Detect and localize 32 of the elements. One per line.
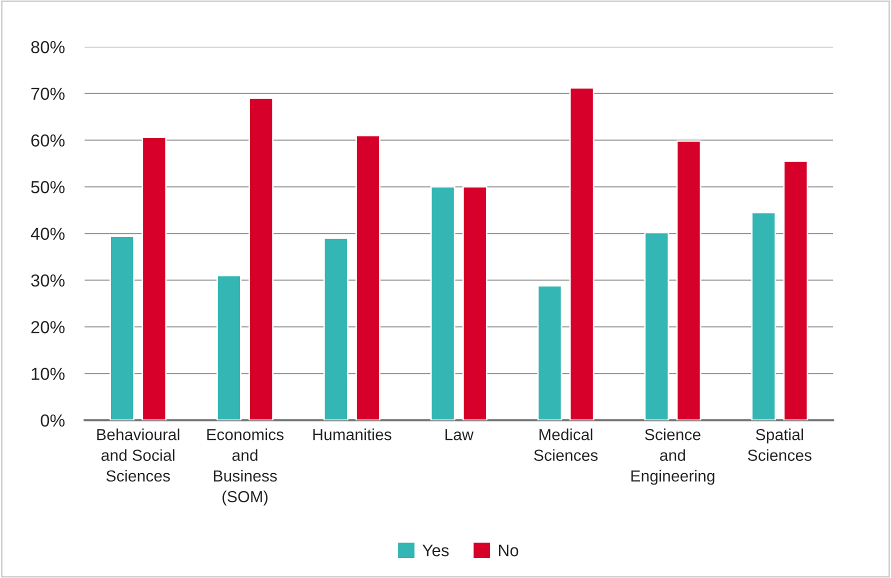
x-tick-label: Science and Engineering bbox=[631, 428, 714, 485]
x-tick-label: Humanities bbox=[313, 428, 392, 440]
bar bbox=[323, 237, 348, 420]
bar bbox=[110, 236, 135, 420]
y-tick-label: 70% bbox=[31, 88, 65, 100]
bar bbox=[142, 136, 167, 420]
bar bbox=[430, 186, 456, 420]
bar bbox=[248, 97, 274, 420]
bar bbox=[676, 140, 702, 420]
y-tick-label: 80% bbox=[31, 40, 65, 54]
legend-label: No bbox=[499, 544, 518, 556]
legend-label: Yes bbox=[422, 544, 449, 556]
y-tick-label: 10% bbox=[32, 368, 65, 380]
bar bbox=[356, 134, 380, 420]
x-tick-label: Medical Sciences bbox=[534, 428, 598, 461]
x-tick-label: Behavioural and Social Sciences bbox=[97, 428, 180, 482]
y-tick-label: 30% bbox=[31, 274, 65, 287]
x-tick-label: Law bbox=[446, 429, 474, 440]
y-tick-label: 20% bbox=[31, 321, 65, 334]
x-tick-label: Spatial Sciences bbox=[748, 428, 812, 461]
y-tick-label: 50% bbox=[31, 181, 65, 194]
y-tick-label: 40% bbox=[30, 228, 65, 240]
bar bbox=[216, 274, 242, 420]
bar bbox=[569, 87, 594, 420]
y-tick-label: 0% bbox=[40, 414, 65, 427]
bar bbox=[644, 232, 670, 420]
bar bbox=[783, 160, 808, 420]
bar bbox=[462, 186, 488, 420]
x-tick-label: Economics and Business (SOM) bbox=[207, 428, 284, 506]
bar bbox=[751, 212, 776, 420]
y-tick-label: 60% bbox=[31, 134, 65, 147]
bar bbox=[537, 285, 562, 420]
